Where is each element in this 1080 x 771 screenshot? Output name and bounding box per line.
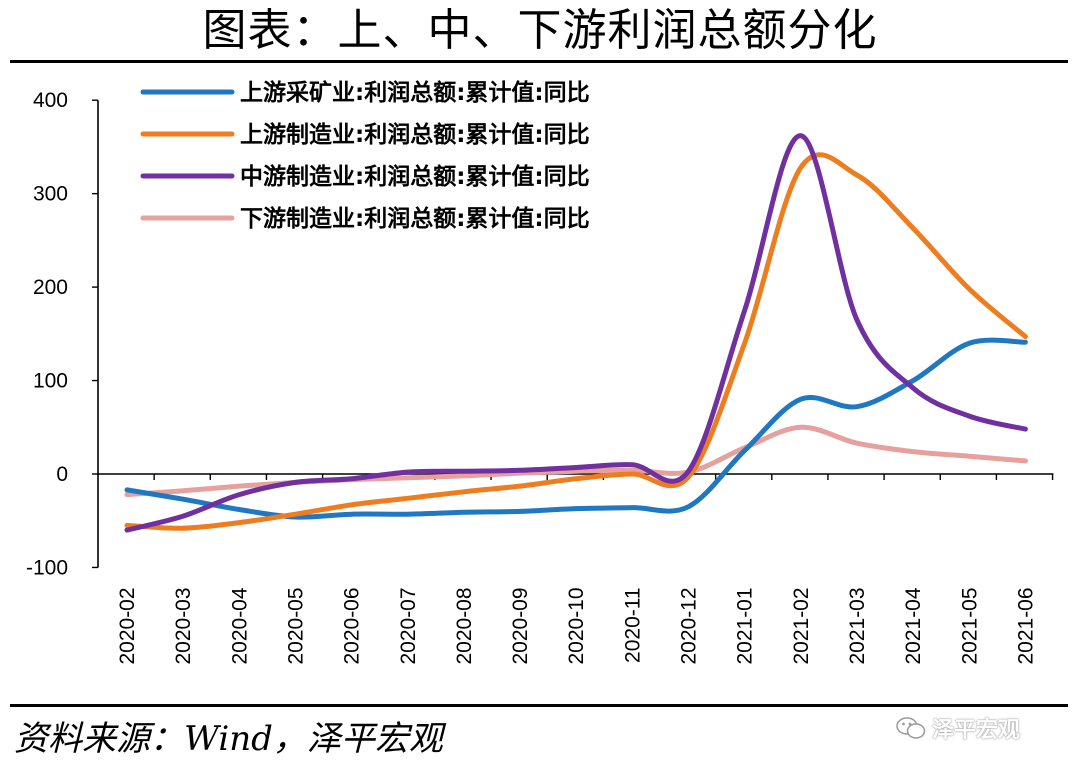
x-tick-label: 2021-05: [958, 587, 981, 664]
series-line-midstream-manufacturing: [124, 133, 1028, 533]
y-tick-label: 300: [33, 183, 68, 206]
series-lines: [124, 133, 1028, 533]
legend-label-upstream-mining: 上游采矿业:利润总额:累计值:同比: [240, 79, 590, 106]
source-divider: [10, 704, 1068, 707]
x-tick-label: 2021-02: [790, 587, 813, 664]
x-tick-label: 2021-04: [902, 587, 925, 664]
x-tick-label: 2020-11: [621, 587, 644, 663]
x-tick-label: 2020-03: [172, 587, 195, 664]
watermark: 泽平宏观: [896, 708, 1020, 748]
x-tick-label: 2020-05: [284, 587, 307, 664]
source-note: 资料来源：Wind，泽平宏观: [14, 719, 443, 759]
chart-legend: 上游采矿业:利润总额:累计值:同比上游制造业:利润总额:累计值:同比中游制造业:…: [140, 79, 590, 232]
chart-title: 图表：上、中、下游利润总额分化: [202, 5, 878, 56]
x-tick-label: 2020-07: [397, 587, 420, 664]
x-tick-label: 2020-12: [678, 587, 701, 664]
wechat-icon: [896, 717, 926, 739]
series-line-upstream-manufacturing: [124, 152, 1028, 531]
x-tick-label: 2020-06: [341, 587, 364, 664]
y-tick-label: 400: [33, 89, 68, 112]
chart-axes: 400 300 200 100 0 -100 2020-02 2020-03 2020-04 20…: [26, 89, 1054, 665]
y-tick-label: -100: [26, 556, 68, 579]
x-tick-label: 2020-08: [453, 587, 476, 664]
y-tick-label: 200: [33, 276, 68, 299]
title-divider: [10, 60, 1068, 63]
x-tick-label: 2020-02: [116, 587, 139, 664]
watermark-text: 泽平宏观: [932, 718, 1021, 743]
x-tick-label: 2021-01: [734, 587, 757, 664]
x-tick-label: 2020-09: [509, 587, 532, 664]
y-tick-label: 100: [33, 370, 68, 393]
legend-label-upstream-manufacturing: 上游制造业:利润总额:累计值:同比: [240, 121, 590, 148]
x-tick-label: 2021-06: [1014, 587, 1037, 664]
x-tick-label: 2020-04: [228, 587, 251, 664]
x-tick-label: 2021-03: [846, 587, 869, 664]
x-tick-label: 2020-10: [565, 587, 588, 664]
legend-label-midstream-manufacturing: 中游制造业:利润总额:累计值:同比: [240, 163, 590, 190]
series-line-downstream-manufacturing: [124, 424, 1028, 498]
y-tick-label: 0: [56, 463, 68, 486]
legend-label-downstream-manufacturing: 下游制造业:利润总额:累计值:同比: [240, 205, 590, 232]
